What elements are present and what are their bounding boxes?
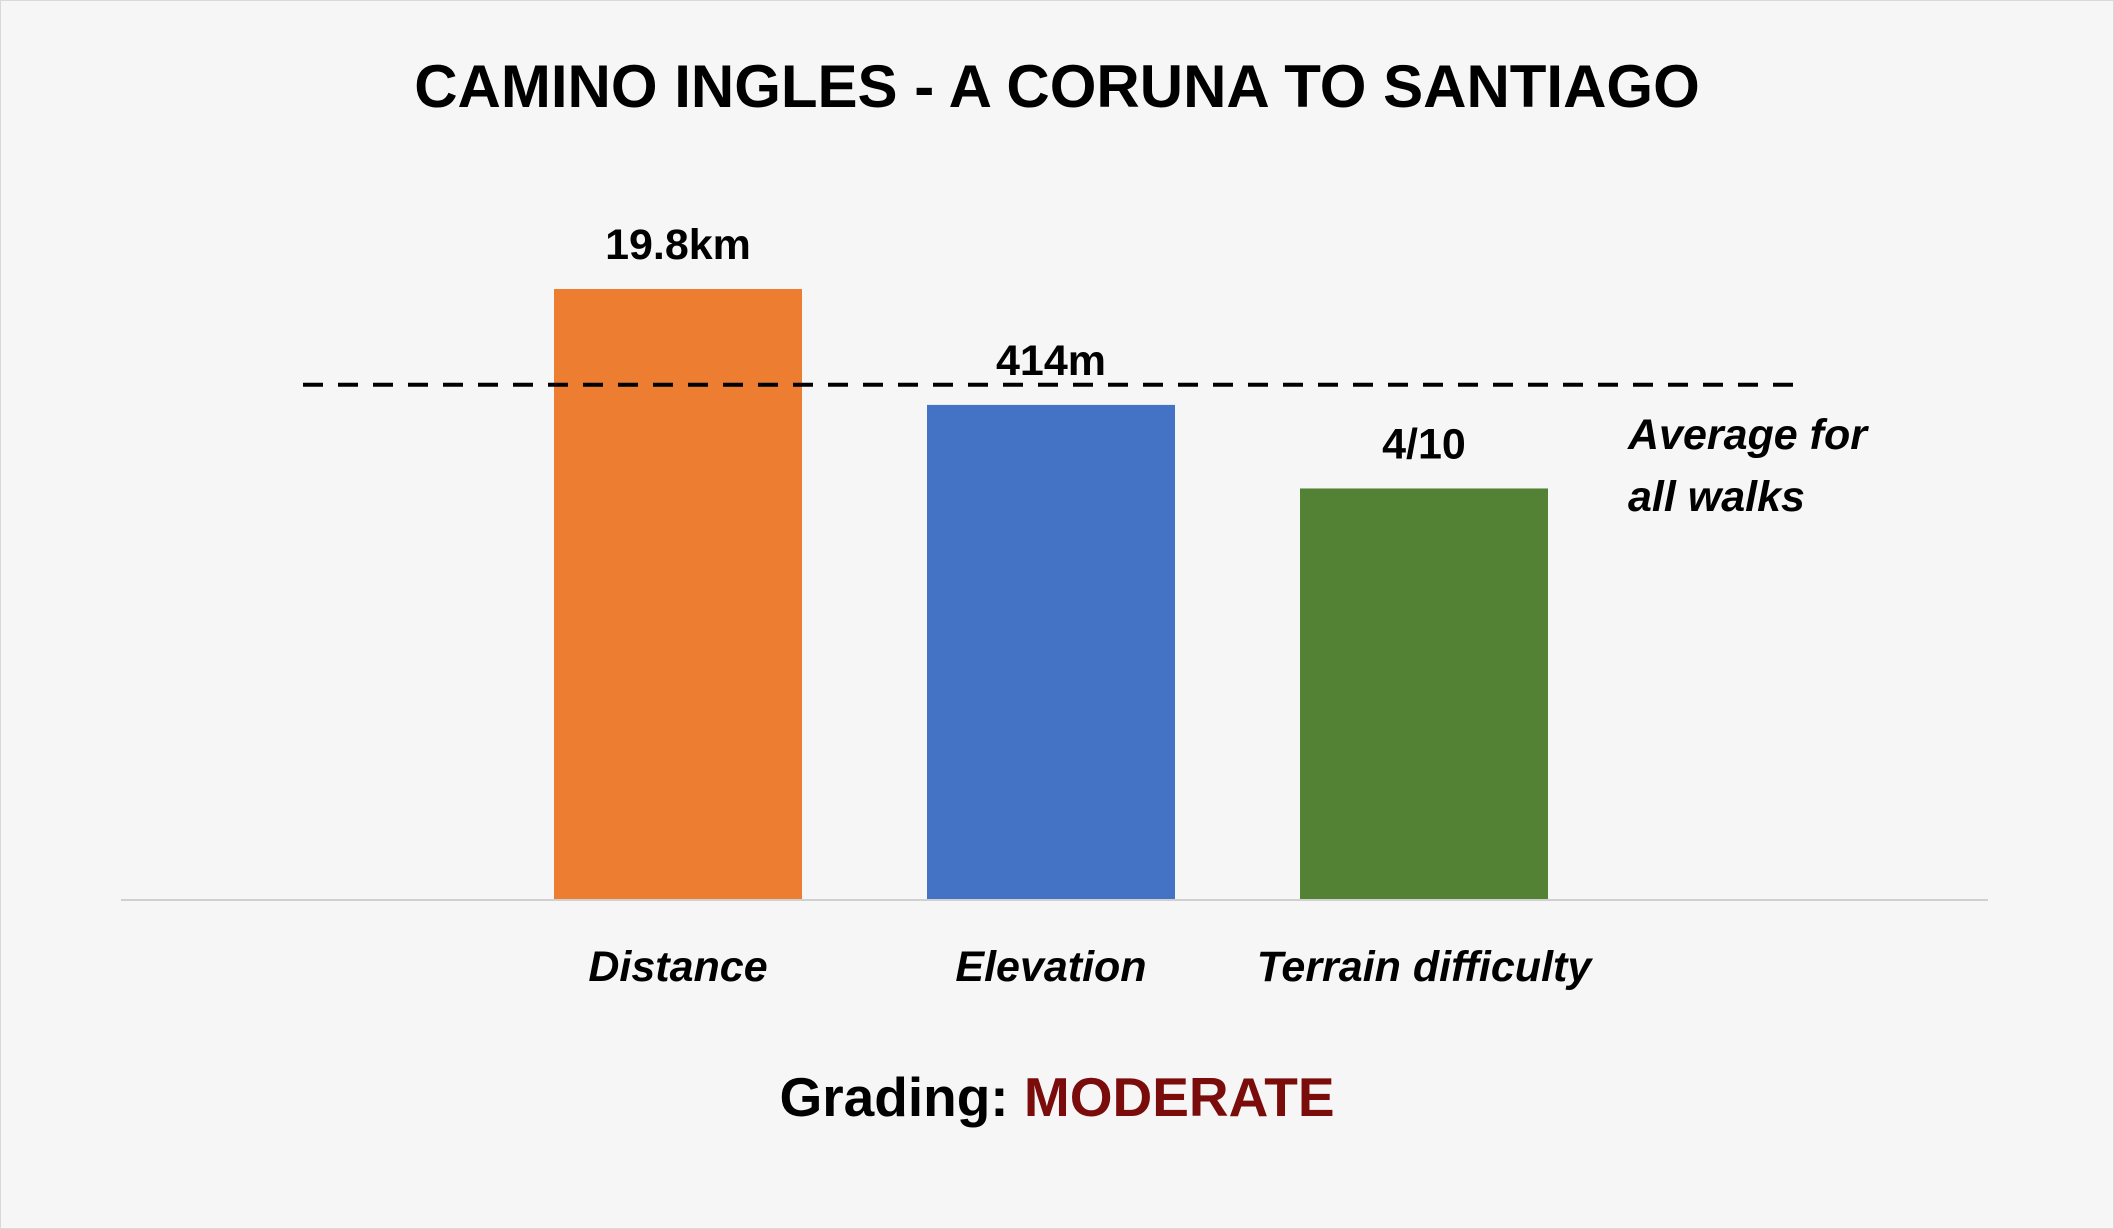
category-label-elevation: Elevation <box>955 943 1146 991</box>
grading-text: Grading: MODERATE <box>779 1066 1334 1128</box>
grading-value: MODERATE <box>1024 1066 1335 1128</box>
category-label-terrain-difficulty: Terrain difficulty <box>1257 943 1594 991</box>
data-labels-layer: 19.8km 414m 4/10 <box>605 221 1466 468</box>
average-label-line2: all walks <box>1628 473 1805 521</box>
bar-terrain-difficulty <box>1300 488 1548 899</box>
category-label-distance: Distance <box>588 943 767 991</box>
data-label-terrain-difficulty: 4/10 <box>1382 420 1466 468</box>
chart-title: CAMINO INGLES - A CORUNA TO SANTIAGO <box>414 53 1700 120</box>
data-label-distance: 19.8km <box>605 221 751 269</box>
average-label-line1: Average for <box>1627 411 1869 459</box>
bar-distance <box>554 289 802 899</box>
bars-layer <box>554 289 1548 899</box>
grading-label: Grading: <box>779 1066 1008 1128</box>
data-label-elevation: 414m <box>996 337 1106 385</box>
bar-elevation <box>927 404 1175 899</box>
category-labels-layer: Distance Elevation Terrain difficulty <box>588 943 1593 991</box>
